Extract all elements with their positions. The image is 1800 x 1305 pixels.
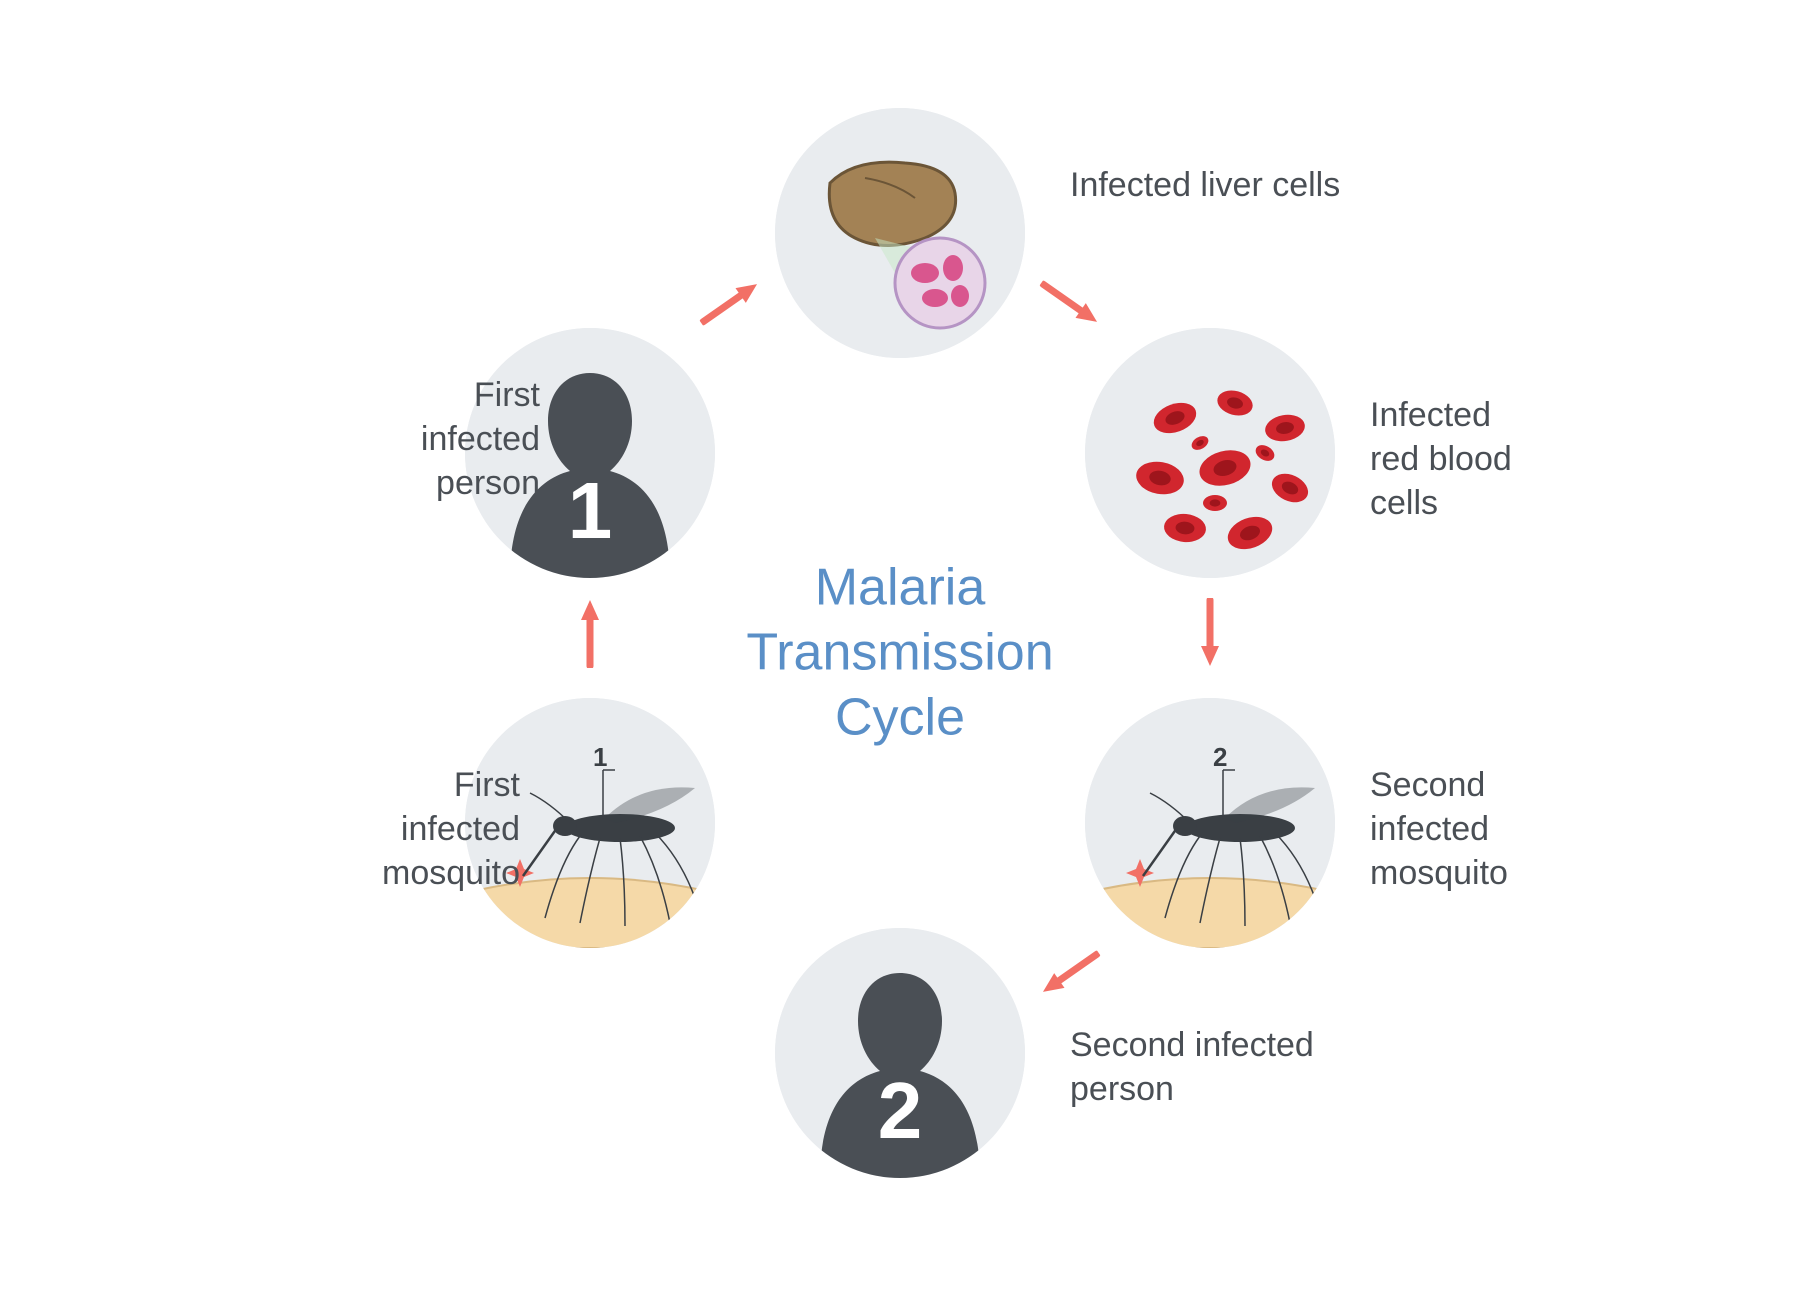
- arrow-3: [1035, 943, 1105, 1001]
- svg-text:1: 1: [593, 742, 607, 772]
- arrow-4: [579, 598, 601, 668]
- node-person2: 2: [775, 928, 1025, 1178]
- label-blood: Infectedred bloodcells: [1370, 393, 1512, 526]
- diagram-title: MalariaTransmissionCycle: [746, 555, 1053, 750]
- svg-text:1: 1: [568, 466, 613, 555]
- arrow-0: [695, 273, 765, 331]
- label-mosquito1: Firstinfectedmosquito: [300, 763, 520, 896]
- arrow-2: [1199, 598, 1221, 668]
- label-person2: Second infectedperson: [1070, 1023, 1314, 1111]
- arrow-1: [1035, 273, 1105, 331]
- node-blood: [1085, 328, 1335, 578]
- node-liver: [775, 108, 1025, 358]
- label-person1: Firstinfectedperson: [320, 373, 540, 506]
- node-mosquito2: 2: [1085, 698, 1335, 948]
- label-liver: Infected liver cells: [1070, 163, 1340, 207]
- cycle-diagram: MalariaTransmissionCycle Infected liver …: [200, 53, 1600, 1253]
- label-mosquito2: Secondinfectedmosquito: [1370, 763, 1508, 896]
- svg-text:2: 2: [878, 1066, 923, 1155]
- svg-text:2: 2: [1213, 742, 1227, 772]
